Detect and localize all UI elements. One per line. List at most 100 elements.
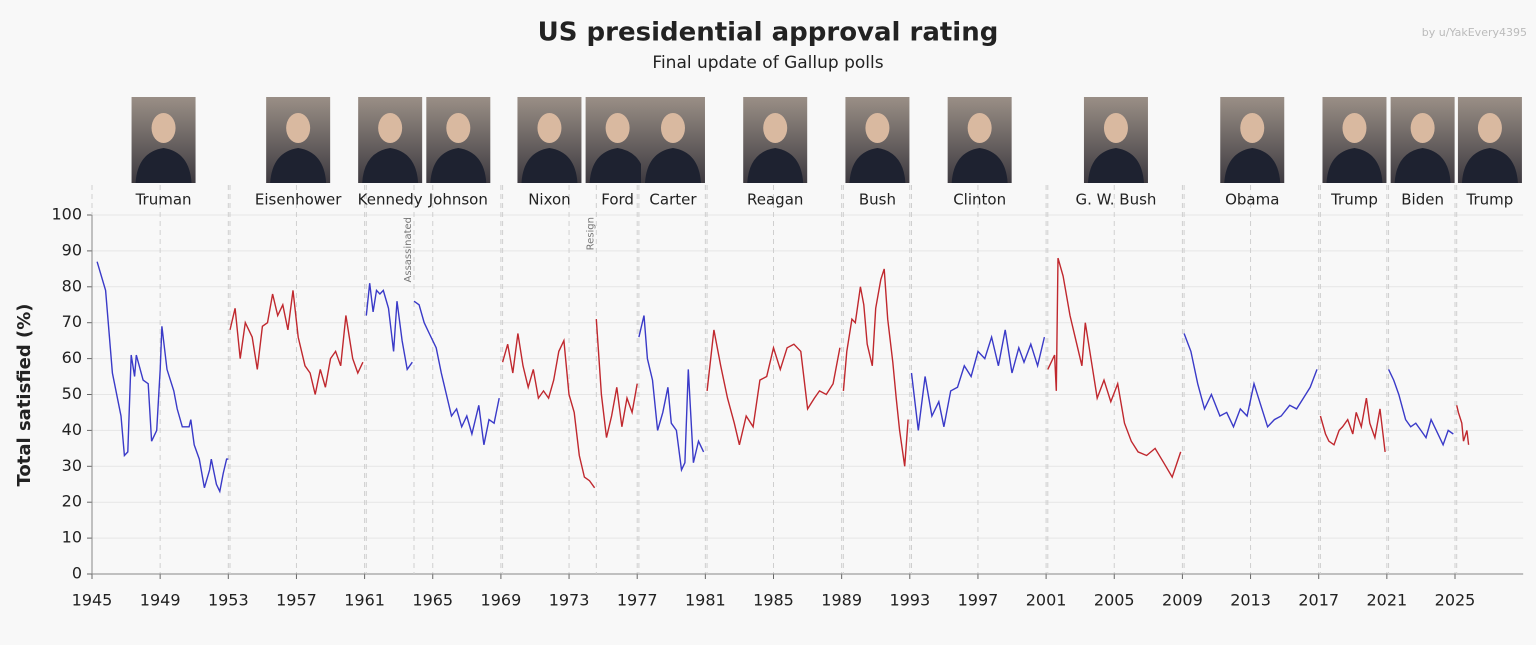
portrait-suit [1461,148,1518,183]
x-tick-label: 1953 [208,591,249,610]
portrait-face [763,113,788,143]
president-label: Bush [859,191,896,209]
portrait-face [378,113,403,143]
portrait-face [446,113,471,143]
president-label: G. W. Bush [1075,191,1156,209]
x-tick-label: 1989 [821,591,862,610]
approval-line [1387,369,1454,447]
annotation: Assassinated [403,217,414,282]
y-tick-label: 50 [62,384,82,403]
x-tick-label: 1973 [549,591,590,610]
x-tick-label: 2005 [1094,591,1135,610]
approval-line [96,261,229,494]
x-tick-label: 1969 [481,591,522,610]
portrait-face [537,113,562,143]
y-tick-label: 0 [72,564,82,583]
credit: by u/YakEvery4395 [1422,26,1527,39]
portrait-face [1240,113,1265,143]
portrait-suit [849,148,906,183]
portrait-face [865,113,890,143]
portrait-face [660,113,685,143]
portrait-suit [430,148,487,183]
x-tick-label: 1997 [958,591,999,610]
portrait-suit [521,148,578,183]
approval-line [229,290,364,395]
portrait-suit [1087,148,1144,183]
approval-line [638,315,705,473]
president-label: Biden [1401,191,1444,209]
x-tick-label: 2009 [1162,591,1203,610]
x-tick-label: 1965 [412,591,453,610]
approval-line [842,268,909,467]
y-tick-label: 30 [62,456,82,475]
y-tick-label: 10 [62,528,82,547]
portrait-face [151,113,176,143]
portrait-face [1103,113,1128,143]
portrait-suit [589,148,646,183]
x-tick-label: 1957 [276,591,317,610]
x-tick-label: 1949 [140,591,181,610]
president-label: Nixon [528,191,571,209]
approval-line [1183,333,1318,429]
x-tick-label: 2021 [1366,591,1407,610]
y-tick-label: 60 [62,348,82,367]
portrait-suit [951,148,1008,183]
y-tick-label: 80 [62,276,82,295]
portrait-face [286,113,311,143]
plot: 0 10 20 30 40 50 60 70 80 90 100 1945 1949 1953 1957 19… [51,97,1524,610]
approval-line [1319,397,1386,452]
x-tick-label: 2025 [1435,591,1476,610]
x-tick-label: 1985 [753,591,794,610]
portrait-suit [1394,148,1451,183]
president-label: Truman [135,191,192,209]
president-label: Johnson [428,191,488,209]
approval-line [595,319,638,438]
president-label: Clinton [953,191,1006,209]
president-label: Ford [601,191,634,209]
y-tick-label: 20 [62,492,82,511]
president-label: Obama [1225,191,1279,209]
president-label: Trump [1466,191,1514,209]
y-tick-label: 40 [62,420,82,439]
portrait-suit [747,148,804,183]
x-tick-label: 1961 [344,591,385,610]
portrait-face [605,113,630,143]
y-axis-label: Total satisfied (%) [14,304,35,487]
y-tick-label: 100 [51,205,82,224]
x-tick-label: 1977 [617,591,658,610]
portrait-suit [1224,148,1281,183]
portrait-face [1342,113,1367,143]
portrait-suit [1326,148,1383,183]
portrait-suit [270,148,327,183]
y-tick-label: 90 [62,240,82,259]
portrait-face [1410,113,1435,143]
x-tick-label: 1981 [685,591,726,610]
x-tick-label: 1945 [72,591,113,610]
president-label: Reagan [747,191,803,209]
president-label: Kennedy [358,191,423,209]
approval-line [365,283,413,372]
president-label: Carter [649,191,697,209]
portrait-suit [644,148,701,183]
portrait-face [967,113,992,143]
x-tick-label: 2001 [1026,591,1067,610]
portrait-face [1477,113,1502,143]
president-label: Eisenhower [255,191,342,209]
president-label: Trump [1330,191,1378,209]
x-tick-label: 1993 [889,591,930,610]
portrait-suit [135,148,192,183]
approval-line [910,329,1046,431]
y-tick-label: 70 [62,312,82,331]
portrait-suit [362,148,419,183]
chart-title: US presidential approval rating [538,18,999,48]
approval-line [1047,257,1182,479]
approval-line [1456,405,1470,445]
approval-line [706,329,841,445]
annotation: Resign [585,217,596,250]
approval-line [413,300,500,445]
approval-line [501,333,596,489]
chart-subtitle: Final update of Gallup polls [652,53,883,73]
x-tick-label: 2013 [1230,591,1271,610]
x-tick-label: 2017 [1298,591,1339,610]
